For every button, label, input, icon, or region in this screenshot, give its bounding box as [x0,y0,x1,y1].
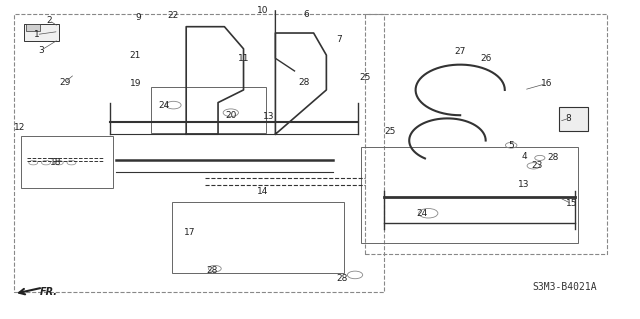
Text: 5: 5 [508,141,514,150]
Text: 6: 6 [303,10,309,19]
Text: 18: 18 [50,158,61,167]
Text: 10: 10 [257,6,268,15]
Text: 17: 17 [184,228,195,237]
Text: 14: 14 [257,187,268,196]
Text: 24: 24 [417,209,428,218]
Text: 3: 3 [38,46,44,55]
Text: 4: 4 [521,152,527,161]
Text: 16: 16 [540,79,552,88]
Text: 25: 25 [385,127,396,136]
Text: 8: 8 [566,114,572,123]
Text: 2: 2 [46,16,52,25]
Text: 1: 1 [33,30,39,39]
Text: 26: 26 [480,54,492,63]
Text: 13: 13 [518,180,530,189]
Text: 9: 9 [136,13,141,22]
Text: FR.: FR. [40,287,58,297]
Text: 19: 19 [129,79,141,88]
Text: 22: 22 [168,11,179,20]
Text: 28: 28 [298,78,310,86]
Text: 7: 7 [336,35,342,44]
Text: 23: 23 [531,161,542,170]
Bar [559,107,588,131]
Text: 29: 29 [60,78,71,86]
Text: 20: 20 [225,111,236,120]
Text: 24: 24 [158,101,170,110]
Bar [24,24,59,41]
Text: 28: 28 [206,266,218,275]
Text: 12: 12 [13,123,25,132]
Text: 25: 25 [359,73,371,82]
Text: 13: 13 [263,112,275,121]
Text: 15: 15 [566,199,577,208]
Text: 28: 28 [337,274,348,283]
Text: 27: 27 [454,48,466,56]
Text: 21: 21 [129,51,141,60]
Text: 28: 28 [547,153,558,162]
Bar [26,25,40,32]
Text: 11: 11 [238,54,250,63]
Text: S3M3-B4021A: S3M3-B4021A [532,282,597,292]
